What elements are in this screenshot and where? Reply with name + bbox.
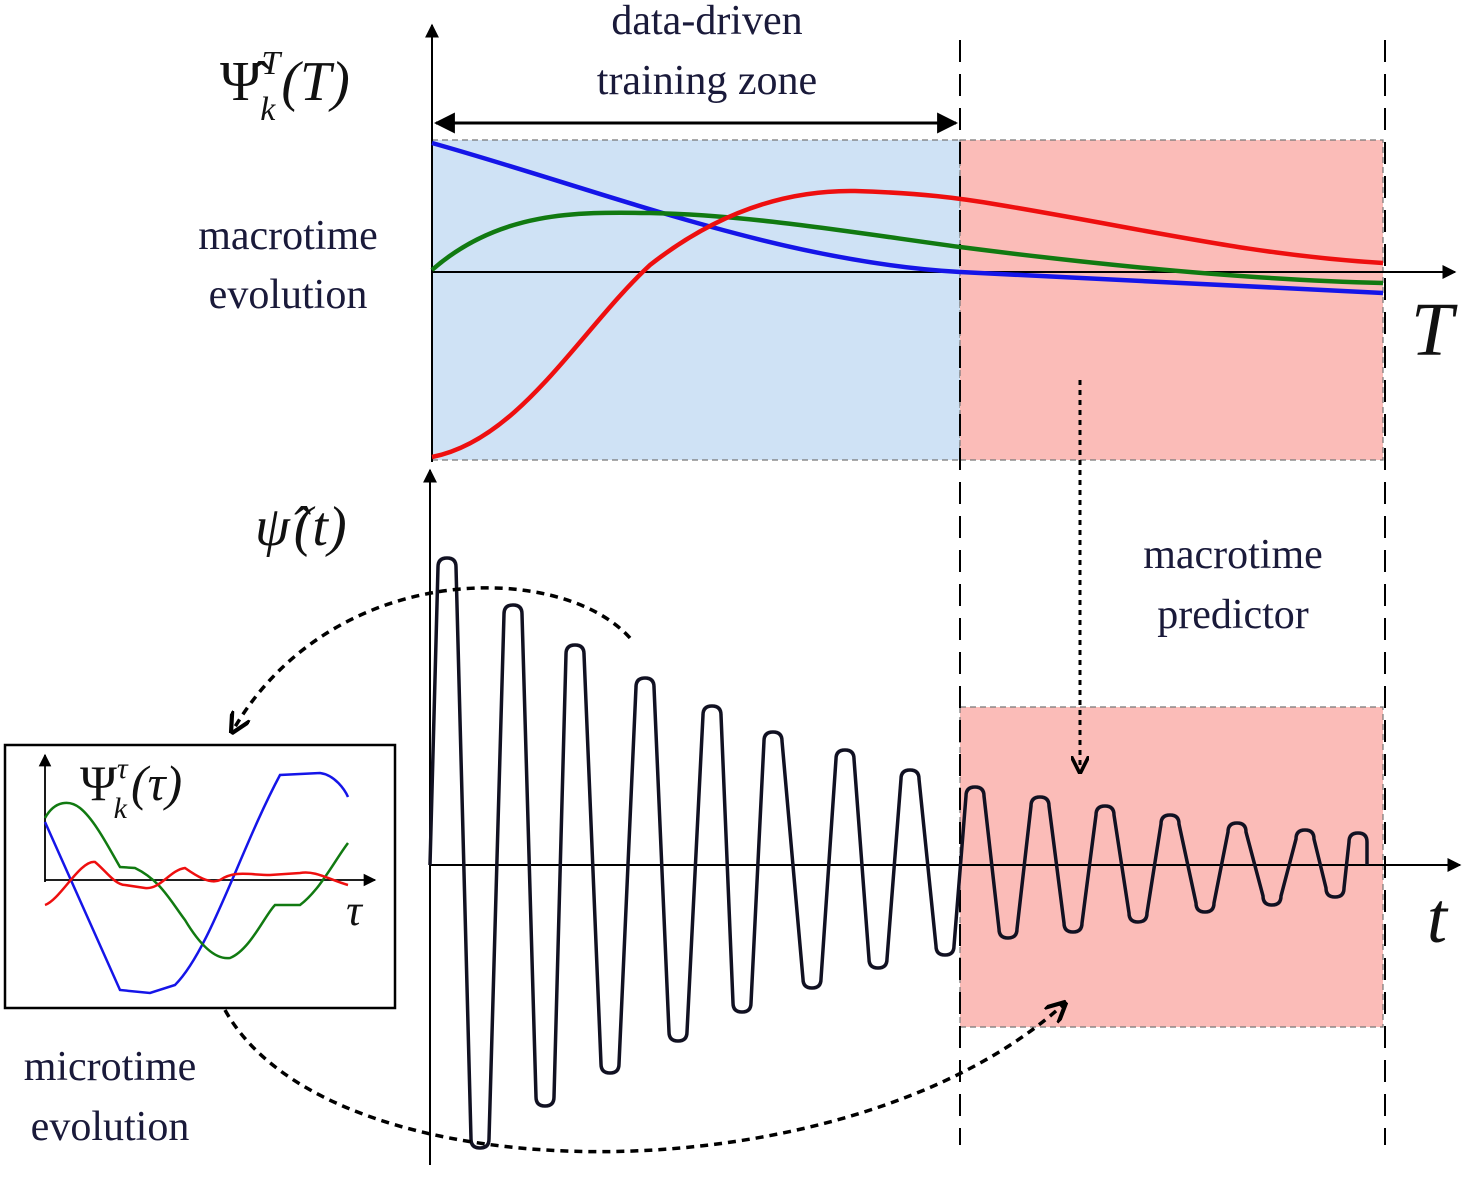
inset-curve [44, 860, 349, 907]
inset-curve [43, 801, 349, 960]
y-label: Ψ̂T k (T) [220, 45, 350, 128]
prediction-zone [959, 139, 1384, 461]
argument: (τ) [131, 755, 182, 811]
mode-curve [431, 140, 1384, 296]
predictor-label: macrotime [1143, 532, 1323, 578]
caption: evolution [31, 1104, 190, 1150]
argument: (t) [294, 496, 347, 558]
inset-y-label: Ψτ k(τ) [80, 752, 182, 825]
inset-curve [43, 771, 350, 995]
subscript: k [260, 91, 276, 128]
superscript: τ [117, 752, 129, 785]
arrow [232, 586, 632, 732]
axis-label: t [1427, 878, 1449, 958]
predictor-label: predictor [1157, 592, 1309, 638]
zone-label: training zone [597, 58, 817, 104]
arrow [223, 1003, 1065, 1154]
y-label: ψ̂(t) [255, 496, 347, 558]
subscript: k [114, 792, 128, 825]
zone-label: data-driven [611, 0, 802, 44]
inset-axis-label: τ [346, 886, 364, 935]
superscript: T [261, 45, 282, 82]
caption: microtime [24, 1044, 197, 1090]
signal [428, 556, 1369, 1150]
mode-curve [431, 188, 1384, 460]
side-label: evolution [209, 272, 368, 318]
axis-label: T [1411, 288, 1458, 372]
prediction-zone-bottom [959, 706, 1384, 1028]
symbol: Ψ [80, 755, 117, 811]
mode-curve [430, 210, 1384, 286]
side-label: macrotime [198, 213, 378, 259]
argument: (T) [281, 51, 349, 113]
